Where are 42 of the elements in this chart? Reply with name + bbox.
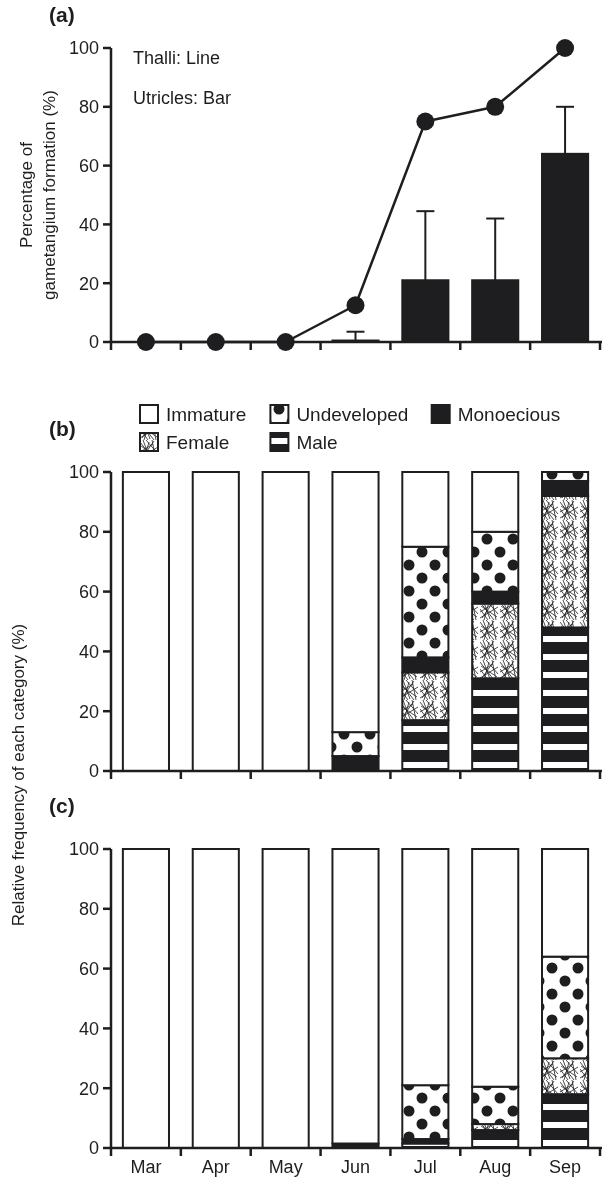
y-tick-label: 20 [78,1078,99,1099]
y-tick-label: 80 [78,522,99,543]
bar [331,848,380,1145]
y-tick-label: 100 [68,462,99,483]
y-tick-label: 60 [78,581,99,602]
x-tick-label: Mar [130,1157,162,1177]
legend-label: Undeveloped [296,404,409,425]
y-tick-label: 60 [78,958,99,979]
y-tick-label: 40 [78,1018,99,1039]
x-tick-label: Jul [413,1157,437,1177]
legend-label: Male [296,432,338,453]
legend-label: Immature [166,404,247,425]
x-tick-label: Aug [479,1157,512,1177]
y-tick-label: 0 [88,332,99,353]
y-tick-label: 60 [78,155,99,176]
y-tick-label: 0 [88,761,99,782]
y-tick-label: 40 [78,641,99,662]
chart-title: (a) [49,3,75,26]
y-tick-label: 40 [78,214,99,235]
point [416,112,435,131]
point [556,39,575,57]
annotation: Thalli: Line [133,48,221,68]
chart-title: (b) [49,417,76,440]
y-tick-label: 0 [88,1138,99,1159]
y-tick-label: 20 [78,701,99,722]
y-tick-label: 20 [78,273,99,294]
legend-label: Monoecious [457,404,561,425]
legend-label: Female [166,432,230,453]
x-tick-label: Jun [340,1157,371,1177]
y-tick-label: 80 [78,97,99,118]
y-tick-label: 80 [78,899,99,920]
chart-title: (c) [49,794,75,817]
y-axis-title: Percentage of gametangium formation (%) [17,90,59,300]
y-tick-label: 100 [68,839,99,860]
x-tick-label: Apr [201,1157,230,1177]
point [346,296,365,315]
point [486,97,505,116]
y-axis-title: Relative frequency of each category (%) [9,623,28,927]
annotation: Utricles: Bar [133,88,232,108]
x-tick-label: Sep [549,1157,582,1177]
x-tick-label: May [268,1157,303,1177]
y-tick-label: 100 [68,38,99,59]
